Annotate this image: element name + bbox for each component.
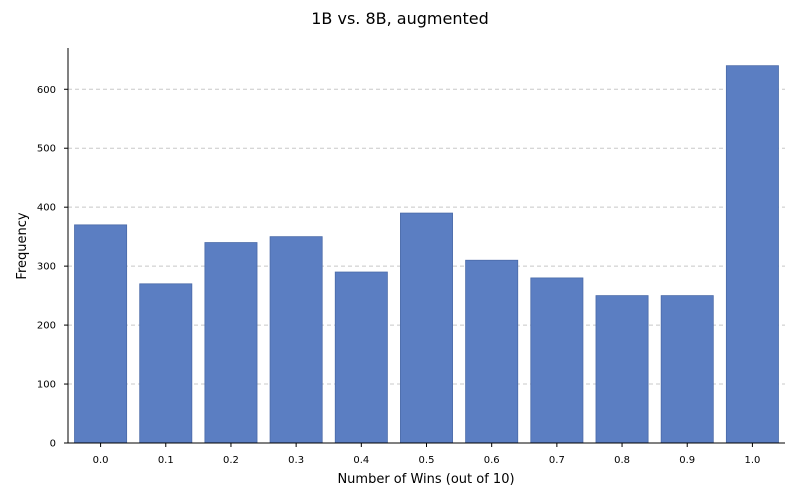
x-tick-label: 0.9 [679, 455, 695, 466]
bar [400, 212, 453, 444]
bars-layer [74, 65, 779, 444]
x-tick-label: 1.0 [744, 455, 760, 466]
bar [660, 295, 714, 444]
y-tick-label: 0 [50, 439, 56, 450]
bar [204, 242, 258, 444]
x-tick-label: 0.8 [614, 455, 630, 466]
x-tick-label: 0.4 [353, 455, 369, 466]
x-axis-label: Number of Wins (out of 10) [337, 472, 514, 487]
bar [269, 236, 323, 444]
x-tick-label: 0.2 [223, 455, 239, 466]
y-tick-label: 100 [37, 380, 56, 391]
bar [334, 271, 388, 444]
y-tick-label: 600 [37, 85, 56, 96]
bar [139, 283, 193, 444]
axes-layer: 0 100 200 300 400 500 600 0.0 0.1 0.2 0.3 0.4 0.5 0.6… [37, 48, 785, 466]
x-tick-label: 0.3 [288, 455, 304, 466]
x-tick-label: 0.7 [549, 455, 565, 466]
x-tick-label: 0.1 [158, 455, 174, 466]
chart-title: 1B vs. 8B, augmented [311, 9, 489, 28]
bar [465, 259, 519, 444]
y-tick-label: 200 [37, 321, 56, 332]
x-tick-label: 0.0 [93, 455, 109, 466]
bar [530, 277, 584, 444]
y-axis-label: Frequency [15, 212, 30, 279]
y-tick-label: 300 [37, 262, 56, 273]
y-tick-label: 500 [37, 144, 56, 155]
x-tick-label: 0.6 [484, 455, 500, 466]
bar [725, 65, 779, 444]
bar [74, 224, 128, 444]
bar [595, 295, 649, 444]
y-tick-label: 400 [37, 203, 56, 214]
x-tick-label: 0.5 [419, 455, 435, 466]
